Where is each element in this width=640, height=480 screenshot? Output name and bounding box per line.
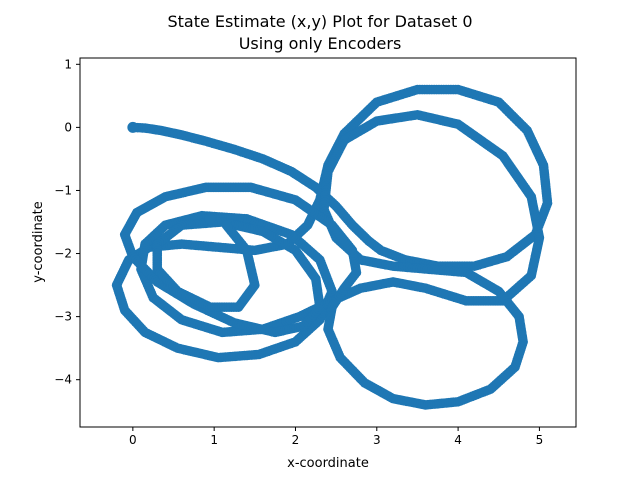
y-tick-label: −1	[54, 183, 72, 197]
x-tick-label: 2	[292, 433, 300, 447]
y-axis-label: y-coordinate	[31, 201, 46, 283]
plot-frame	[79, 57, 577, 428]
x-tick-label: 5	[536, 433, 544, 447]
x-tick-label: 4	[454, 433, 462, 447]
y-tick-label: −4	[54, 373, 72, 387]
x-tick-label: 1	[210, 433, 218, 447]
y-axis-ticks: 1 0 −1 −2 −3 −4	[54, 57, 80, 387]
x-axis-ticks: 0 1 2 3 4 5	[129, 427, 543, 447]
trajectory-endpoints	[127, 121, 216, 225]
chart-title: State Estimate (x,y) Plot for Dataset 0	[167, 12, 472, 31]
start-point-marker	[127, 121, 139, 133]
y-tick-label: −2	[54, 247, 72, 261]
y-tick-label: 1	[64, 57, 72, 71]
y-tick-label: 0	[64, 120, 72, 134]
trajectory-series	[111, 84, 553, 410]
x-tick-label: 0	[129, 433, 137, 447]
trajectory-point	[221, 220, 232, 230]
end-point-marker	[204, 213, 216, 225]
x-axis-label: x-coordinate	[287, 456, 369, 471]
chart-subtitle: Using only Encoders	[239, 34, 402, 53]
y-tick-label: −3	[54, 310, 72, 324]
x-tick-label: 3	[373, 433, 381, 447]
